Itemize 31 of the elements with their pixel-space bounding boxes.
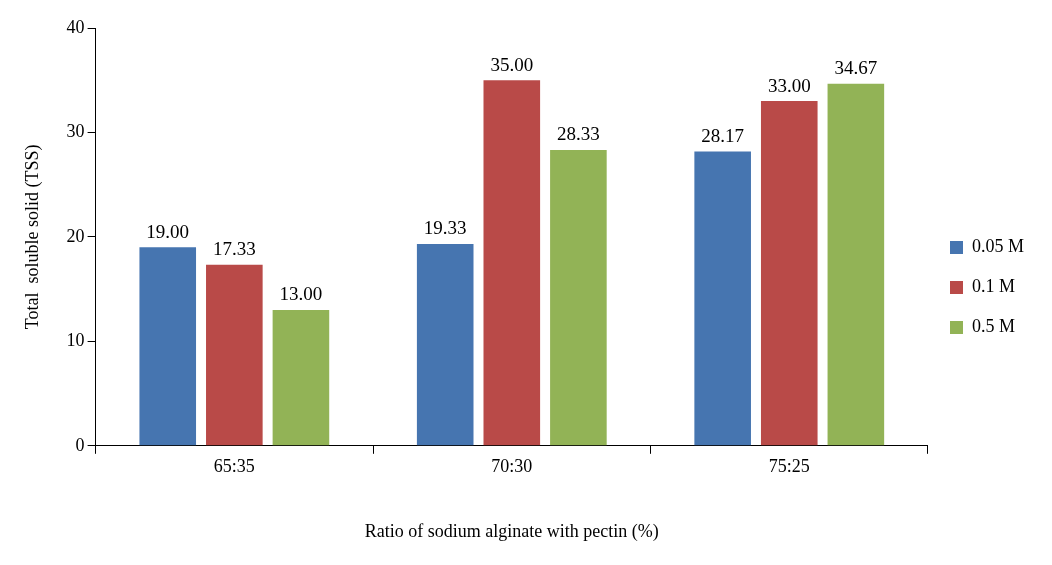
data-label: 28.17: [701, 125, 745, 147]
bar: [139, 247, 197, 446]
data-label: 17.33: [212, 238, 256, 260]
data-label: 33.00: [767, 74, 811, 96]
data-label: 19.33: [423, 217, 467, 239]
x-tick-label: 75:25: [768, 456, 810, 477]
bar: [416, 243, 474, 446]
legend-label: 0.05 M: [972, 236, 1025, 257]
y-tick-label: 30: [66, 121, 85, 142]
data-label: 13.00: [279, 283, 323, 305]
data-label: 35.00: [490, 53, 534, 75]
bar: [550, 149, 607, 446]
data-label: 19.00: [146, 220, 190, 242]
y-tick-label: 0: [75, 434, 85, 455]
x-tick-label: 70:30: [491, 456, 533, 477]
y-axis-title: Total soluble solid (TSS): [21, 144, 43, 330]
x-axis-title: Ratio of sodium alginate with pectin (%): [364, 520, 659, 542]
bar: [206, 264, 263, 446]
y-tick-label: 10: [66, 330, 85, 351]
bar: [760, 101, 818, 446]
y-tick-label: 40: [66, 16, 85, 37]
x-tick-label: 65:35: [213, 456, 255, 477]
data-label: 28.33: [557, 123, 600, 145]
y-tick-label: 20: [66, 225, 85, 246]
bar: [694, 151, 751, 446]
data-label: 34.67: [834, 57, 878, 79]
legend-label: 0.5 M: [972, 316, 1016, 337]
legend-label: 0.1 M: [972, 276, 1016, 297]
bar: [827, 83, 885, 446]
bar: [272, 310, 330, 446]
bar: [483, 80, 541, 446]
